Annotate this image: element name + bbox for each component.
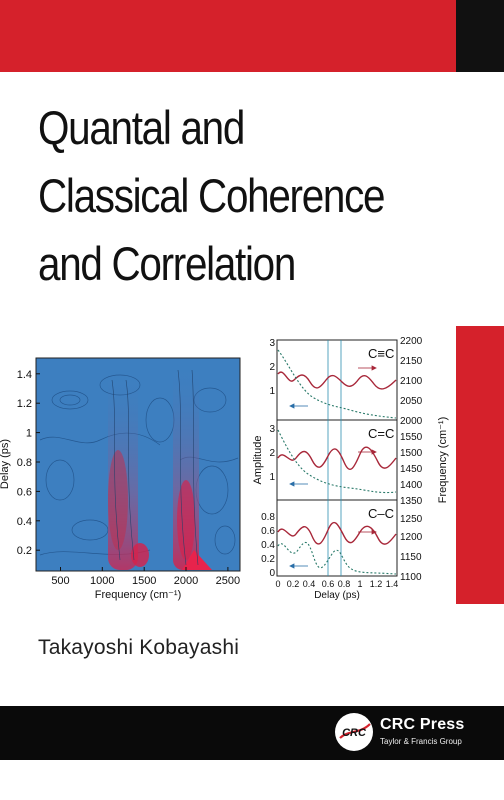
p3-right-tick-1150: 1150 xyxy=(400,552,422,563)
right-axis-label: Frequency (cm⁻¹) xyxy=(437,417,449,504)
y-tick-1.4: 1.4 xyxy=(17,369,32,381)
panel3-label: C–C xyxy=(368,506,394,521)
p1-right-tick-2050: 2050 xyxy=(400,396,423,407)
heatmap-ridges xyxy=(108,362,212,570)
rx-tick-0.2: 0.2 xyxy=(287,579,300,589)
left-arrows xyxy=(289,403,308,569)
panel2-label: C=C xyxy=(368,426,394,441)
rx-tick-0.6: 0.6 xyxy=(322,579,335,589)
publisher-subtitle: Taylor & Francis Group xyxy=(380,737,462,746)
p1-right-tick-2200: 2200 xyxy=(400,336,423,347)
x-tick-1000: 1000 xyxy=(90,575,114,587)
panel2-frequency-curve xyxy=(277,446,397,471)
rx-tick-0: 0 xyxy=(275,579,280,589)
y-tick-0.4: 0.4 xyxy=(17,516,32,528)
bottom-black-band xyxy=(0,706,504,760)
rx-tick-1.2: 1.2 xyxy=(370,579,383,589)
x-tick-1500: 1500 xyxy=(132,575,156,587)
crc-logo-icon: CRC xyxy=(335,713,373,751)
crc-logo-text: CRC xyxy=(342,727,367,739)
y-axis-label: Delay (ps) xyxy=(0,439,11,489)
right-x-axis-label: Delay (ps) xyxy=(314,590,360,601)
p3-right-tick-1100: 1100 xyxy=(400,572,422,583)
p1-right-tick-2100: 2100 xyxy=(400,376,423,387)
x-tick-500: 500 xyxy=(51,575,69,587)
y-tick-0.8: 0.8 xyxy=(17,457,32,469)
title-line-3: and Correlation xyxy=(38,237,296,290)
top-black-corner xyxy=(456,0,504,72)
p3-left-tick-0.2: 0.2 xyxy=(261,554,275,565)
publisher-block: CRC Press Taylor & Francis Group xyxy=(380,716,465,746)
panel1-frequency-curve xyxy=(277,371,397,390)
title-line-2: Classical Coherence xyxy=(38,169,385,222)
title-line-1: Quantal and xyxy=(38,101,245,154)
p1-left-tick-2: 2 xyxy=(269,362,275,373)
p2-right-tick-1400: 1400 xyxy=(400,480,423,491)
panel-frames xyxy=(276,339,398,577)
panel1-amplitude-curve xyxy=(277,349,397,419)
reference-lines xyxy=(327,340,342,576)
right-tick-2000: 2000 xyxy=(400,416,423,427)
y-tick-1.2: 1.2 xyxy=(17,398,32,410)
y-tick-0.2: 0.2 xyxy=(17,545,32,557)
amplitude-frequency-figure: C≡C C=C C–C 3 2 1 3 2 1 0.8 0.6 0.4 0.2 … xyxy=(252,336,449,601)
p3-right-tick-1200: 1200 xyxy=(400,532,423,543)
p2-left-tick-2: 2 xyxy=(269,448,275,459)
publisher-name: CRC Press xyxy=(380,716,465,733)
panel3-frequency-curve xyxy=(277,521,397,545)
rx-tick-1: 1 xyxy=(357,579,362,589)
x-tick-2500: 2500 xyxy=(216,575,240,587)
y-tick-1: 1 xyxy=(26,428,32,440)
panel1-label: C≡C xyxy=(368,346,394,361)
rx-tick-0.8: 0.8 xyxy=(338,579,351,589)
p2-right-tick-1450: 1450 xyxy=(400,464,423,475)
p3-right-tick-1250: 1250 xyxy=(400,514,423,525)
p1-left-tick-1: 1 xyxy=(269,386,275,397)
panel3-amplitude-curve xyxy=(277,541,397,575)
top-red-band xyxy=(0,0,456,72)
p3-left-tick-0.8: 0.8 xyxy=(261,512,275,523)
right-arrows xyxy=(358,365,377,535)
author-name: Takayoshi Kobayashi xyxy=(38,636,240,659)
spectrogram-figure: 1.4 1.2 1 0.8 0.6 0.4 0.2 Delay (ps) 500… xyxy=(0,357,241,601)
p3-left-tick-0.4: 0.4 xyxy=(261,540,275,551)
p1-right-tick-2150: 2150 xyxy=(400,356,423,367)
x-tick-2000: 2000 xyxy=(174,575,198,587)
p1-left-tick-3: 3 xyxy=(269,338,275,349)
book-title: Quantal and Classical Coherence and Corr… xyxy=(38,94,416,298)
p3-right-tick-1350: 1350 xyxy=(400,496,423,507)
rx-tick-1.4: 1.4 xyxy=(386,579,399,589)
panel2-amplitude-curve xyxy=(277,429,397,494)
side-red-band xyxy=(456,326,504,604)
p3-left-tick-0.6: 0.6 xyxy=(261,526,275,537)
rx-tick-0.4: 0.4 xyxy=(303,579,316,589)
left-axis-label: Amplitude xyxy=(252,436,264,485)
x-axis-label: Frequency (cm⁻¹) xyxy=(95,589,182,601)
p2-left-tick-1: 1 xyxy=(269,472,275,483)
p2-right-tick-1500: 1500 xyxy=(400,448,423,459)
p2-right-tick-1550: 1550 xyxy=(400,432,423,443)
p2-left-tick-3: 3 xyxy=(269,424,275,435)
p3-left-tick-0: 0 xyxy=(269,568,275,579)
y-tick-0.6: 0.6 xyxy=(17,486,32,498)
